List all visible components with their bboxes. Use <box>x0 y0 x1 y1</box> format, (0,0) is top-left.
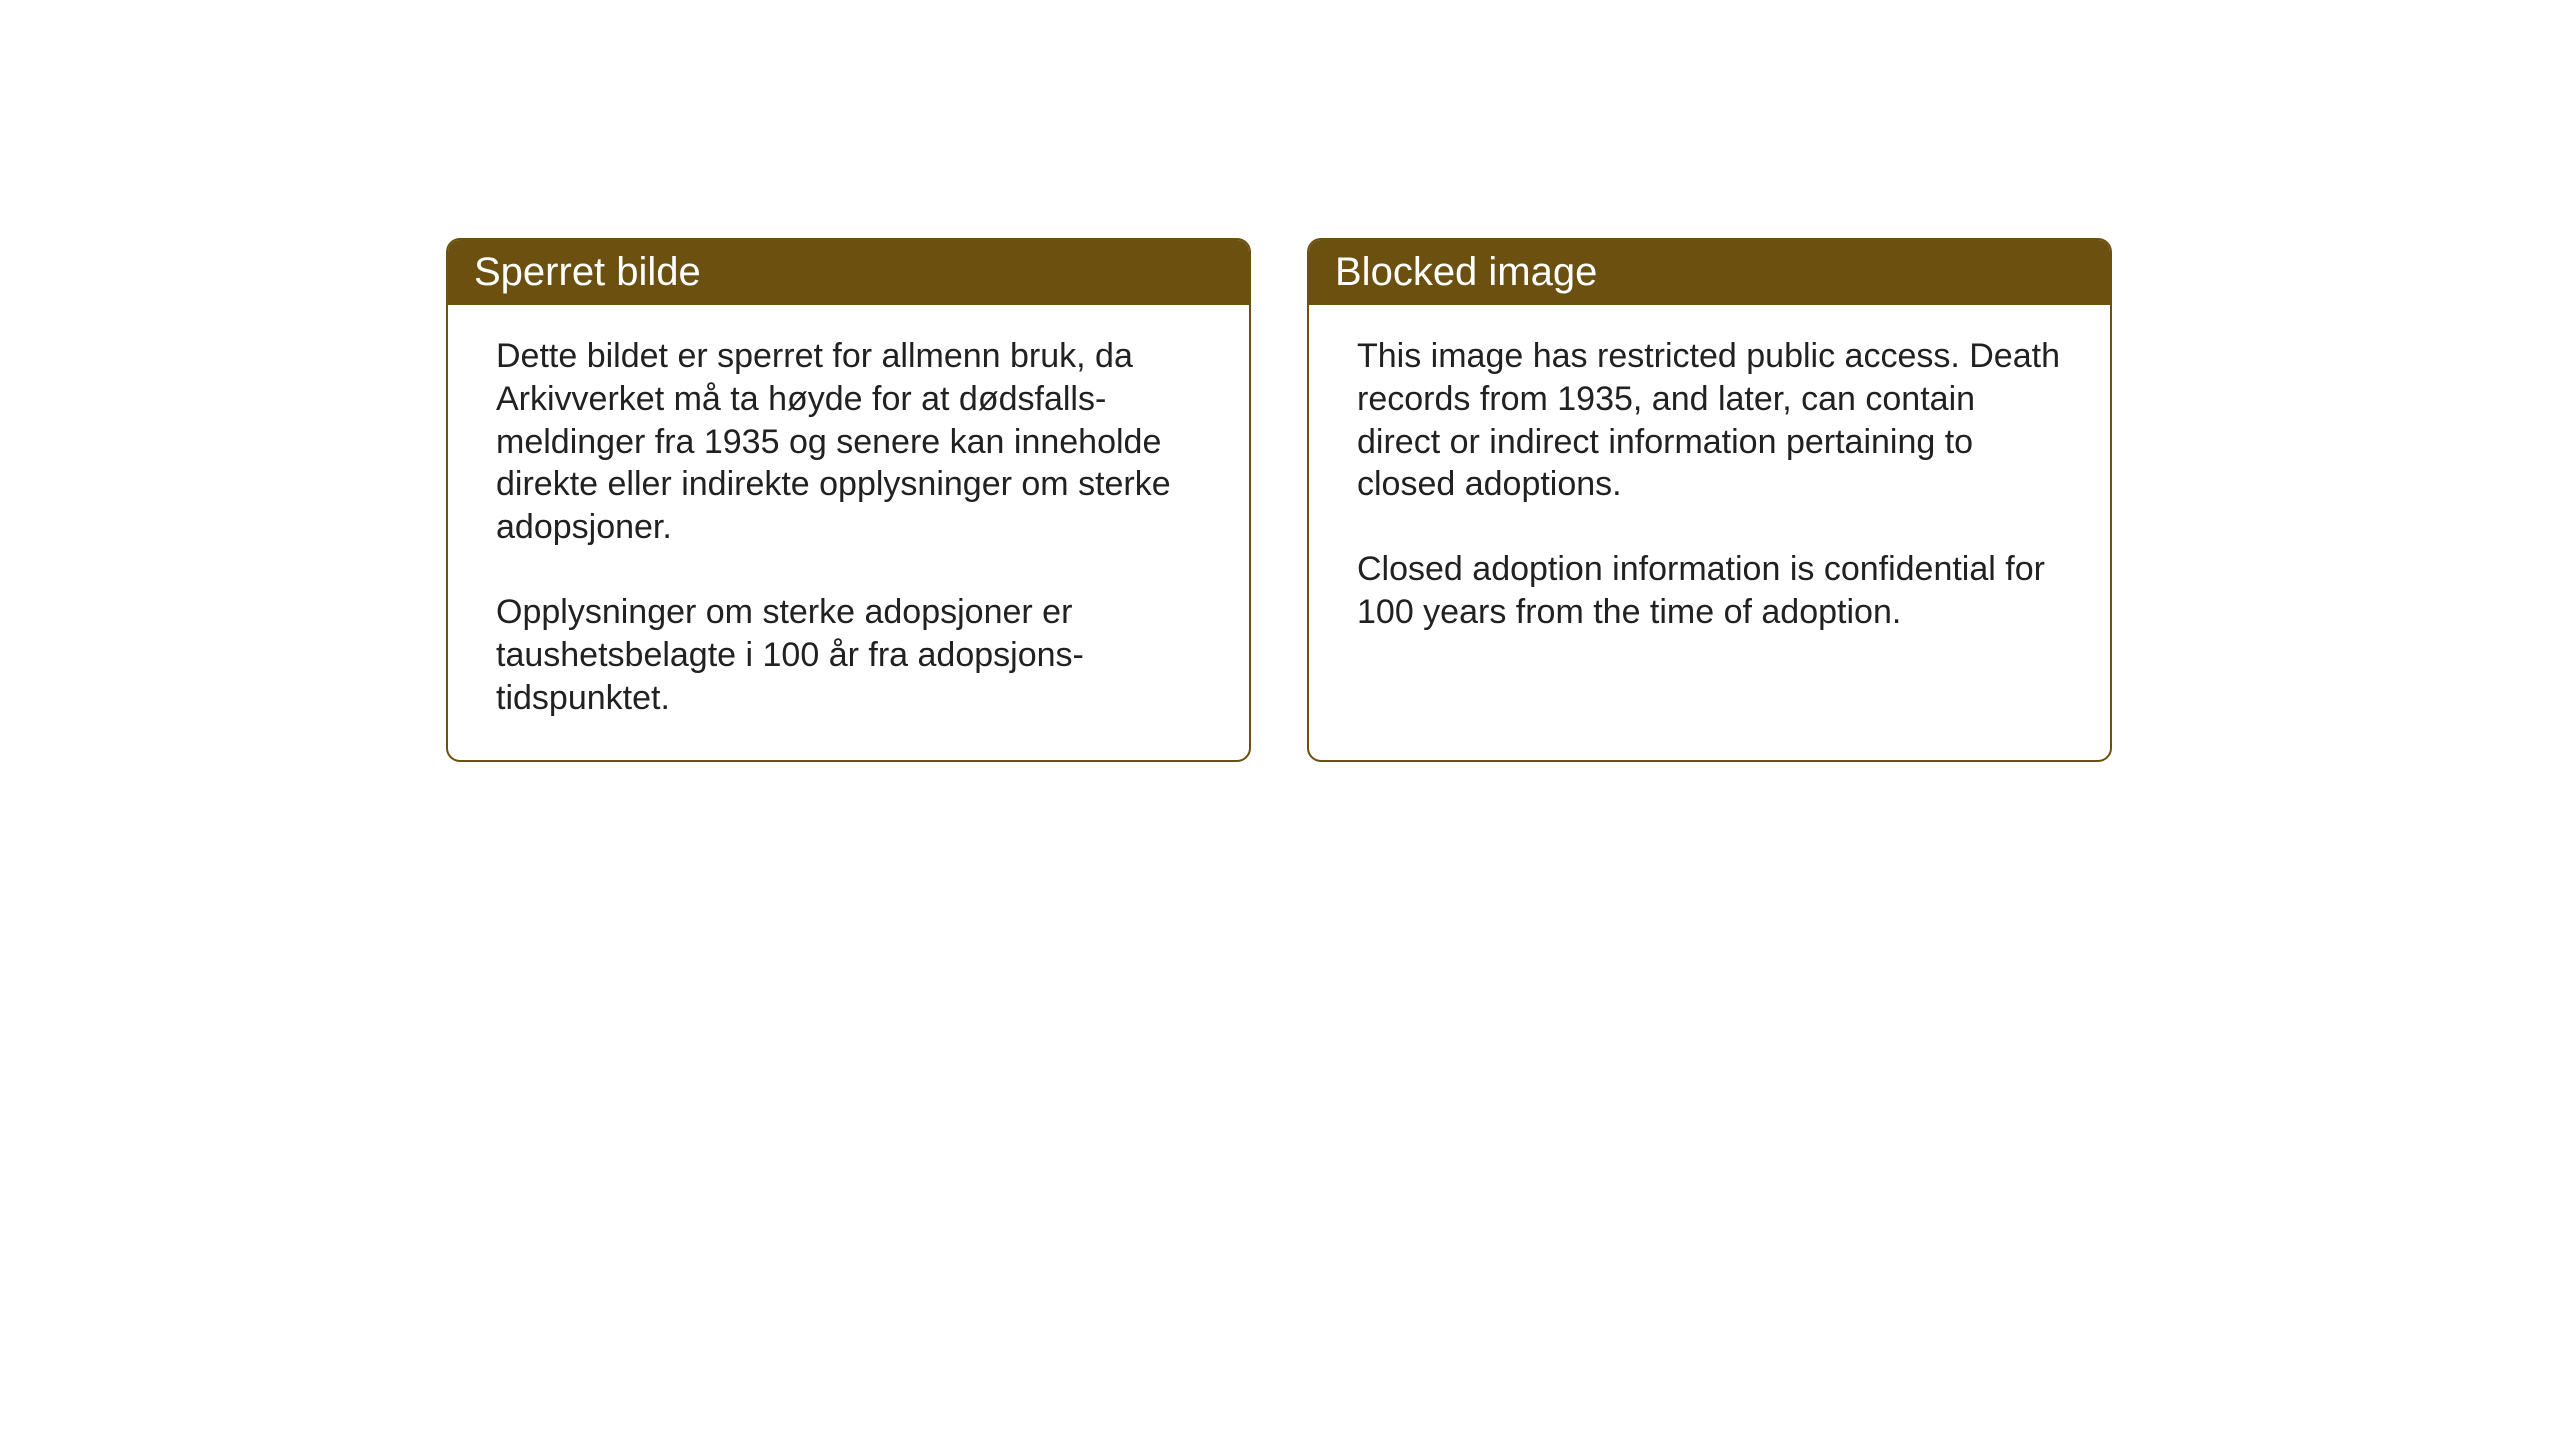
english-paragraph-2: Closed adoption information is confident… <box>1357 548 2062 634</box>
norwegian-card-body: Dette bildet er sperret for allmenn bruk… <box>448 305 1249 760</box>
english-notice-card: Blocked image This image has restricted … <box>1307 238 2112 762</box>
norwegian-paragraph-1: Dette bildet er sperret for allmenn bruk… <box>496 335 1201 549</box>
english-card-body: This image has restricted public access.… <box>1309 305 2110 674</box>
english-paragraph-1: This image has restricted public access.… <box>1357 335 2062 506</box>
norwegian-paragraph-2: Opplysninger om sterke adopsjoner er tau… <box>496 591 1201 719</box>
norwegian-card-title: Sperret bilde <box>448 240 1249 305</box>
notice-container: Sperret bilde Dette bildet er sperret fo… <box>446 238 2112 762</box>
norwegian-notice-card: Sperret bilde Dette bildet er sperret fo… <box>446 238 1251 762</box>
english-card-title: Blocked image <box>1309 240 2110 305</box>
